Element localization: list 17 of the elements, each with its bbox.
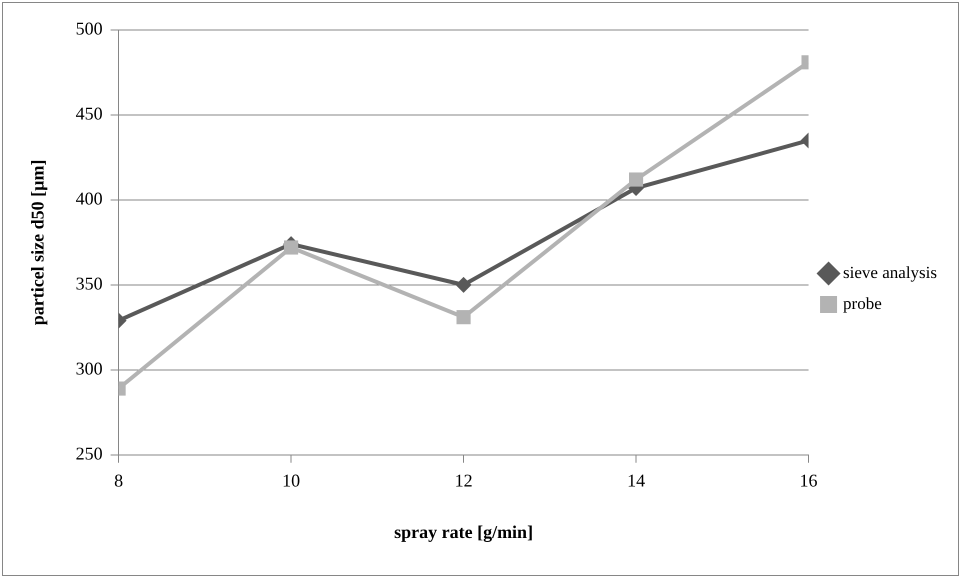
x-tick-label: 10 [282, 470, 300, 490]
y-tick-label: 300 [76, 358, 103, 379]
x-tick-label: 12 [454, 470, 473, 490]
point [456, 276, 472, 293]
y-tick-label: 250 [76, 444, 103, 464]
y-tick-label: 500 [76, 18, 103, 39]
y-tick-label: 450 [76, 104, 103, 124]
x-axis-title: spray rate [g/min] [394, 522, 534, 542]
y-axis-title: particel size d50 [µm] [27, 159, 48, 326]
y-tick-label: 350 [76, 274, 103, 294]
x-tick-label: 14 [627, 470, 646, 490]
point [456, 310, 471, 324]
x-tick-label: 16 [800, 470, 818, 490]
legend-label: sieve analysis [843, 262, 938, 282]
y-tick-label: 400 [76, 188, 103, 209]
x-tick-label: 8 [114, 470, 124, 490]
legend-label: probe [843, 294, 882, 313]
